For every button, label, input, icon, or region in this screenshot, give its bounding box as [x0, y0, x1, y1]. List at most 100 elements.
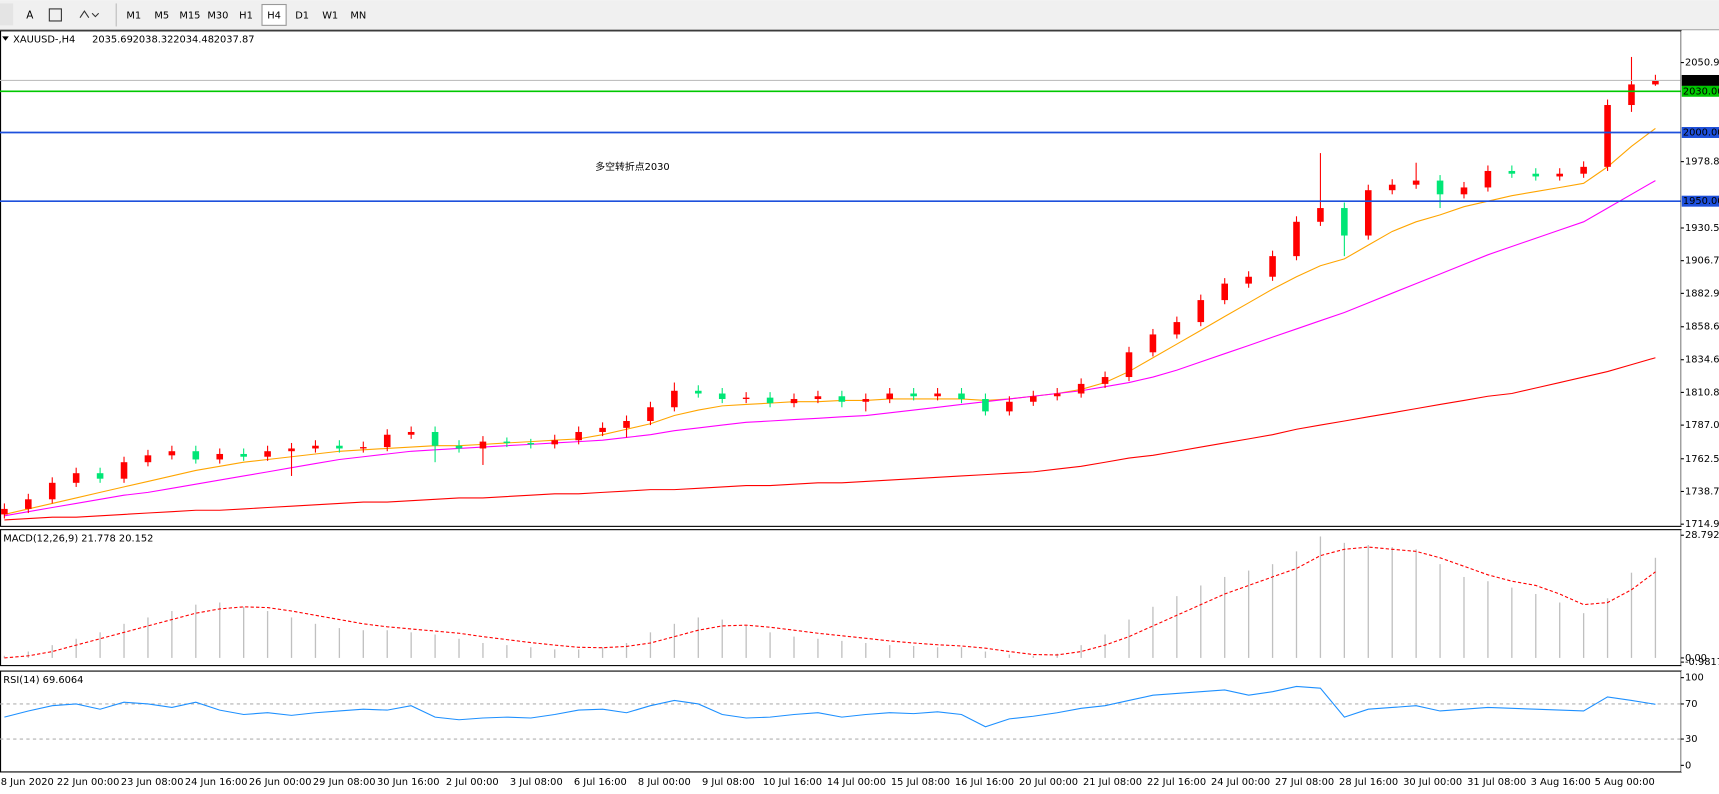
- collapse-arrow: [2, 36, 9, 41]
- candle-body: [718, 393, 726, 400]
- candle-body: [1484, 170, 1492, 188]
- selected-timeframe: [261, 3, 287, 26]
- timeframe-button[interactable]: M15: [179, 10, 200, 21]
- candle-body: [503, 441, 511, 443]
- candle-body: [695, 390, 702, 394]
- label-tool[interactable]: [48, 8, 62, 22]
- candle-body: [647, 407, 654, 421]
- candle-body: [551, 440, 559, 445]
- candle-body: [1125, 352, 1133, 378]
- indicator-line: [4, 546, 1656, 659]
- candle-body: [240, 453, 247, 457]
- candle-body: [910, 393, 917, 397]
- price-label-box: [1681, 127, 1719, 138]
- candle-body: [1460, 187, 1468, 195]
- candle-body: [1029, 396, 1037, 402]
- y-tick-label: 0: [1685, 760, 1691, 771]
- annotation: 多空转折点2030: [595, 160, 669, 173]
- text-tool[interactable]: A: [26, 9, 34, 21]
- candle-body: [862, 399, 870, 402]
- candle-body: [814, 396, 822, 400]
- x-tick-label: 5 Aug 00:00: [1595, 777, 1655, 788]
- timeframe-button[interactable]: H4: [267, 10, 281, 21]
- indicator-title: MACD(12,26,9) 21.778 20.152: [3, 533, 153, 544]
- candle-body: [982, 399, 989, 412]
- y-tick-label: 1882.90: [1685, 288, 1719, 299]
- y-tick-label: 1834.60: [1685, 355, 1719, 366]
- indicator-title: XAUUSD-,H4: [13, 35, 75, 46]
- candle-body: [312, 445, 319, 449]
- candle-body: [48, 482, 56, 500]
- candle-body: [742, 397, 750, 400]
- y-tick-label: 1714.90: [1685, 519, 1719, 530]
- price-label-box: [1681, 195, 1719, 207]
- candle-body: [1388, 184, 1396, 191]
- x-tick-label: 30 Jul 00:00: [1403, 777, 1462, 788]
- x-tick-label: 18 Jun 2020: [0, 777, 54, 788]
- ohlc-value: 2035.69: [92, 35, 133, 46]
- candle-body: [407, 431, 415, 435]
- candle-body: [168, 451, 176, 456]
- candle-body: [623, 420, 630, 428]
- indicator-line: [4, 180, 1656, 517]
- candle-body: [599, 427, 606, 432]
- y-tick-label: 1930.50: [1685, 223, 1719, 234]
- x-tick-label: 27 Jul 08:00: [1275, 777, 1334, 788]
- shapes-tool[interactable]: [79, 10, 100, 18]
- price-label: 2037.87: [1683, 75, 1719, 86]
- y-tick-label: -0.9817: [1685, 657, 1719, 668]
- panel-frame: [0, 670, 1682, 773]
- toolbar: [0, 0, 1719, 30]
- candle-body: [25, 499, 32, 509]
- y-tick-label: 28.792: [1685, 530, 1719, 541]
- menu-icon[interactable]: [0, 3, 14, 26]
- candle-body: [264, 451, 271, 457]
- indicator-line: [4, 357, 1656, 521]
- candle-body: [1436, 180, 1444, 195]
- candle-body: [144, 455, 152, 463]
- price-label: 2000.00: [1683, 127, 1719, 138]
- x-tick-label: 6 Jul 16:00: [574, 777, 627, 788]
- x-tick-label: 24 Jul 00:00: [1211, 777, 1270, 788]
- timeframe-button[interactable]: M30: [207, 10, 228, 21]
- toolbar-buttons: A: [0, 3, 117, 27]
- timeframe-button[interactable]: W1: [322, 10, 338, 21]
- candle-body: [1652, 80, 1659, 85]
- candle-body: [336, 445, 343, 449]
- y-tick-label: 1978.80: [1685, 157, 1719, 168]
- y-tick-label: 1810.80: [1685, 387, 1719, 398]
- candle-body: [527, 442, 535, 445]
- candle-body: [1341, 208, 1348, 236]
- timeframe-button[interactable]: D1: [295, 10, 309, 21]
- price-label-box: [1681, 74, 1719, 86]
- candle-body: [288, 448, 295, 452]
- candle-body: [671, 390, 678, 408]
- candle-body: [1221, 283, 1229, 301]
- candle-body: [1628, 84, 1635, 106]
- timeframe-button[interactable]: H1: [239, 10, 253, 21]
- timeframe-button[interactable]: MN: [350, 10, 366, 21]
- candle-body: [72, 473, 80, 483]
- ohlc-value: 2037.87: [214, 35, 255, 46]
- panel-frame: [0, 529, 1682, 667]
- candle-body: [120, 462, 128, 479]
- y-tick-label: 2050.90: [1685, 58, 1719, 69]
- y-tick-label: 100: [1685, 673, 1704, 684]
- candle-body: [1269, 256, 1276, 277]
- timeframe-button[interactable]: M1: [126, 10, 141, 21]
- candle-body: [1101, 377, 1109, 384]
- candle-body: [575, 431, 582, 441]
- x-tick-label: 14 Jul 00:00: [827, 777, 886, 788]
- candle-body: [1317, 208, 1324, 222]
- x-tick-label: 10 Jul 16:00: [763, 777, 822, 788]
- x-tick-label: 22 Jun 00:00: [57, 777, 120, 788]
- timeframe-button[interactable]: M5: [154, 10, 169, 21]
- x-tick-label: 3 Aug 16:00: [1531, 777, 1591, 788]
- candle-body: [383, 434, 391, 448]
- candle-body: [1149, 334, 1157, 353]
- x-tick-label: 15 Jul 08:00: [891, 777, 950, 788]
- y-tick-label: 1787.00: [1685, 420, 1719, 431]
- indicator-line: [4, 685, 1656, 728]
- candle-body: [1173, 322, 1181, 335]
- candle-body: [1006, 401, 1013, 412]
